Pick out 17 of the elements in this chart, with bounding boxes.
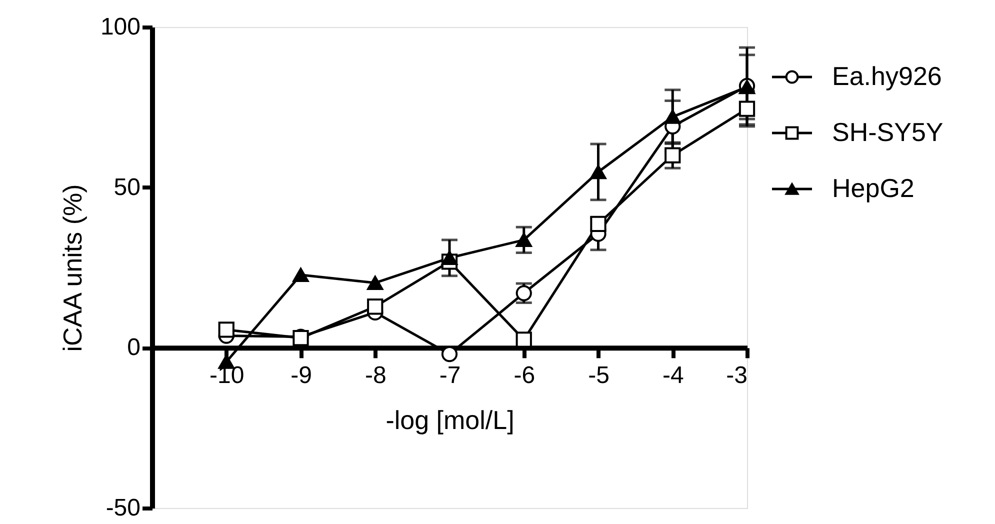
x-tick-label: -9	[290, 362, 312, 390]
x-tick-label: -8	[364, 362, 386, 390]
y-axis-title: iCAA units (%)	[57, 184, 88, 352]
x-axis-title: -log [mol/L]	[386, 405, 514, 436]
x-tick-label: -7	[439, 362, 461, 390]
y-tick-label: 50	[114, 174, 140, 201]
x-tick-label: -3	[726, 362, 748, 390]
y-tick-label: 100	[100, 14, 140, 40]
x-tick-label: -10	[210, 362, 244, 390]
y-tick-label: 0	[127, 334, 140, 362]
x-tick-label: -4	[662, 362, 684, 390]
y-tick-label: -50	[106, 494, 140, 522]
legend-label: HepG2	[832, 173, 914, 203]
legend-label: SH-SY5Y	[832, 117, 944, 147]
legend-label: Ea.hy926	[832, 61, 942, 91]
x-tick-label: -6	[514, 362, 536, 390]
x-tick-label: -5	[588, 362, 610, 390]
